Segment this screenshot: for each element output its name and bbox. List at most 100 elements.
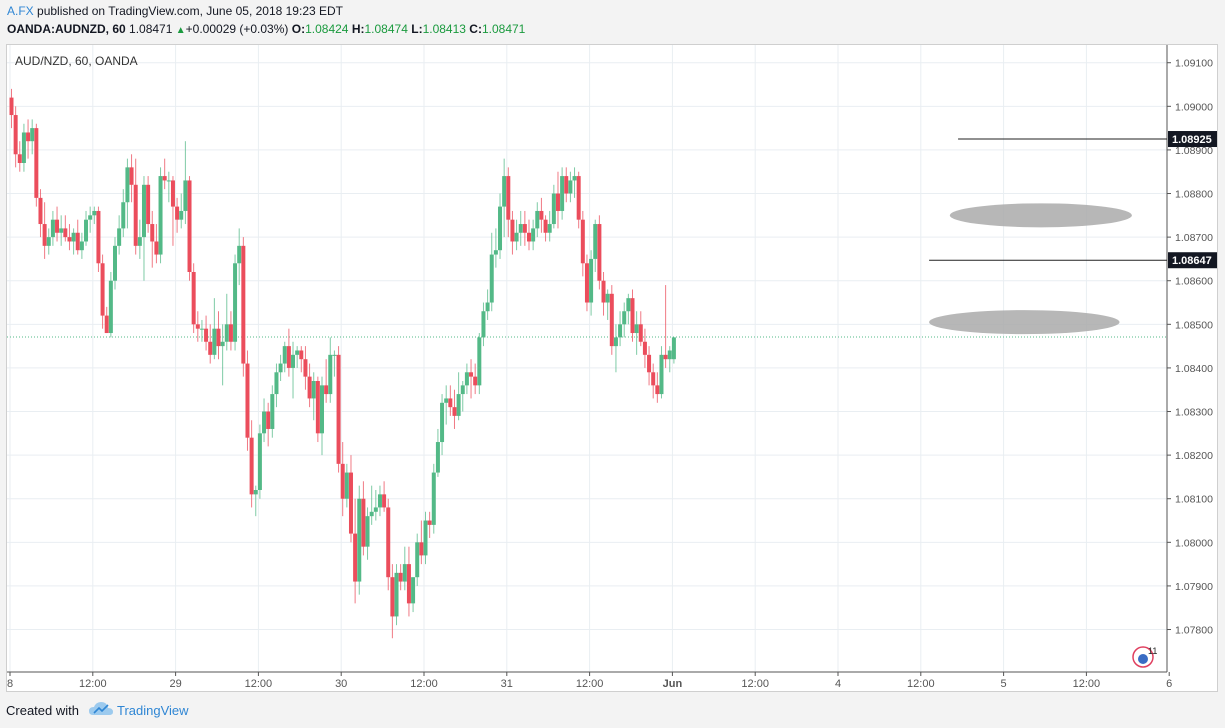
candle-down	[386, 507, 391, 578]
candle-up	[514, 232, 519, 242]
candle-down	[170, 180, 175, 207]
candle-up	[92, 210, 97, 216]
chart-panel[interactable]: 1.08925 1.08647 1.09100 1.09000 1.08900 1.088…	[6, 44, 1218, 692]
candle-down	[406, 564, 411, 604]
candle-down	[96, 210, 101, 264]
candlestick-chart[interactable]: 1.08925 1.08647 1.09100 1.09000 1.08900 1.088…	[7, 45, 1217, 691]
candle-up	[444, 398, 449, 403]
candle-down	[303, 359, 308, 377]
candle-up	[158, 176, 163, 255]
candle-up	[257, 433, 262, 490]
x-tick-label: 12:00	[1073, 678, 1101, 690]
candle-up	[589, 258, 594, 303]
zone-ellipse	[949, 203, 1132, 228]
candle-down	[204, 328, 209, 342]
candle-up	[332, 354, 337, 356]
candle-up	[411, 577, 416, 604]
y-tick-label: 1.08300	[1175, 407, 1213, 419]
candle-up	[373, 507, 378, 512]
candle-up	[262, 411, 267, 434]
candle-down	[419, 542, 424, 556]
candle-up	[59, 228, 64, 233]
candle-up	[179, 210, 184, 220]
candle-down	[527, 232, 531, 242]
open-label: O:	[291, 22, 306, 36]
symbol-line: OANDA:AUDNZD, 60 1.08471 ▲+0.00029 (+0.0…	[7, 22, 525, 36]
candle-up	[117, 228, 122, 246]
level-label-bg	[1168, 252, 1217, 269]
published-text: published on TradingView.com, June 05, 2…	[37, 4, 343, 18]
close-value: 1.08471	[481, 22, 526, 36]
y-tick-label: 1.08500	[1175, 319, 1213, 331]
candle-up	[166, 180, 171, 182]
candle-up	[634, 324, 639, 334]
x-tick-label: 8	[7, 678, 13, 690]
x-tick-label: 12:00	[410, 678, 438, 690]
candle-down	[191, 272, 196, 325]
candle-down	[390, 577, 395, 617]
y-tick-label: 1.07800	[1175, 625, 1213, 637]
candle-down	[67, 237, 72, 242]
y-tick-label: 1.09100	[1175, 58, 1213, 70]
candle-up	[212, 328, 217, 355]
candle-up	[365, 516, 370, 547]
candle-up	[659, 354, 664, 395]
candle-down	[63, 228, 68, 238]
candle-up	[320, 385, 324, 434]
candle-down	[382, 494, 387, 508]
low-label: L:	[411, 22, 423, 36]
candle-down	[564, 176, 569, 194]
candle-down	[228, 324, 233, 342]
candle-down	[576, 176, 581, 220]
candle-down	[638, 324, 643, 342]
y-tick-label: 1.08200	[1175, 450, 1213, 462]
level-label: 1.08925	[1172, 134, 1212, 146]
candle-up	[535, 210, 540, 229]
candle-up	[108, 280, 113, 334]
candle-down	[427, 520, 432, 525]
y-tick-label: 1.08600	[1175, 276, 1213, 288]
candle-up	[667, 350, 672, 360]
candle-down	[208, 341, 213, 355]
candle-down	[286, 346, 291, 368]
candle-up	[485, 302, 490, 312]
y-tick-label: 1.07900	[1175, 581, 1213, 593]
candle-down	[315, 381, 320, 434]
tradingview-link[interactable]: TradingView	[117, 703, 189, 718]
candle-up	[291, 354, 296, 368]
change-value: +0.00029 (+0.03%)	[185, 22, 289, 36]
candle-down	[647, 354, 652, 373]
candle-up	[357, 498, 362, 582]
high-label: H:	[351, 22, 365, 36]
tradingview-cloud-icon	[89, 702, 113, 715]
candle-up	[30, 128, 35, 142]
candle-down	[42, 224, 47, 246]
x-tick-label: Jun	[663, 678, 683, 690]
candle-down	[13, 115, 18, 155]
candle-up	[344, 472, 349, 499]
up-triangle-icon: ▲	[175, 25, 186, 36]
candle-up	[498, 206, 503, 251]
candle-down	[17, 154, 22, 163]
last-price: 1.08471	[129, 22, 173, 36]
candle-up	[423, 520, 428, 556]
candle-down	[175, 206, 180, 220]
candle-down	[266, 411, 271, 429]
x-tick-label: 30	[335, 678, 347, 690]
candle-up	[547, 224, 552, 233]
candle-up	[224, 324, 229, 342]
high-value: 1.08474	[364, 22, 408, 36]
y-tick-label: 1.08000	[1175, 537, 1213, 549]
level-label: 1.08647	[1172, 255, 1212, 267]
candle-up	[274, 372, 279, 395]
candle-up	[456, 394, 461, 416]
y-tick-label: 1.08400	[1175, 363, 1213, 375]
author-link[interactable]: A.FX	[7, 4, 34, 18]
candle-up	[113, 245, 117, 281]
candle-down	[249, 437, 254, 495]
candle-up	[560, 176, 565, 211]
candle-down	[195, 324, 200, 329]
candle-up	[377, 494, 382, 508]
zone-ellipse	[929, 310, 1120, 335]
candle-down	[448, 398, 453, 408]
